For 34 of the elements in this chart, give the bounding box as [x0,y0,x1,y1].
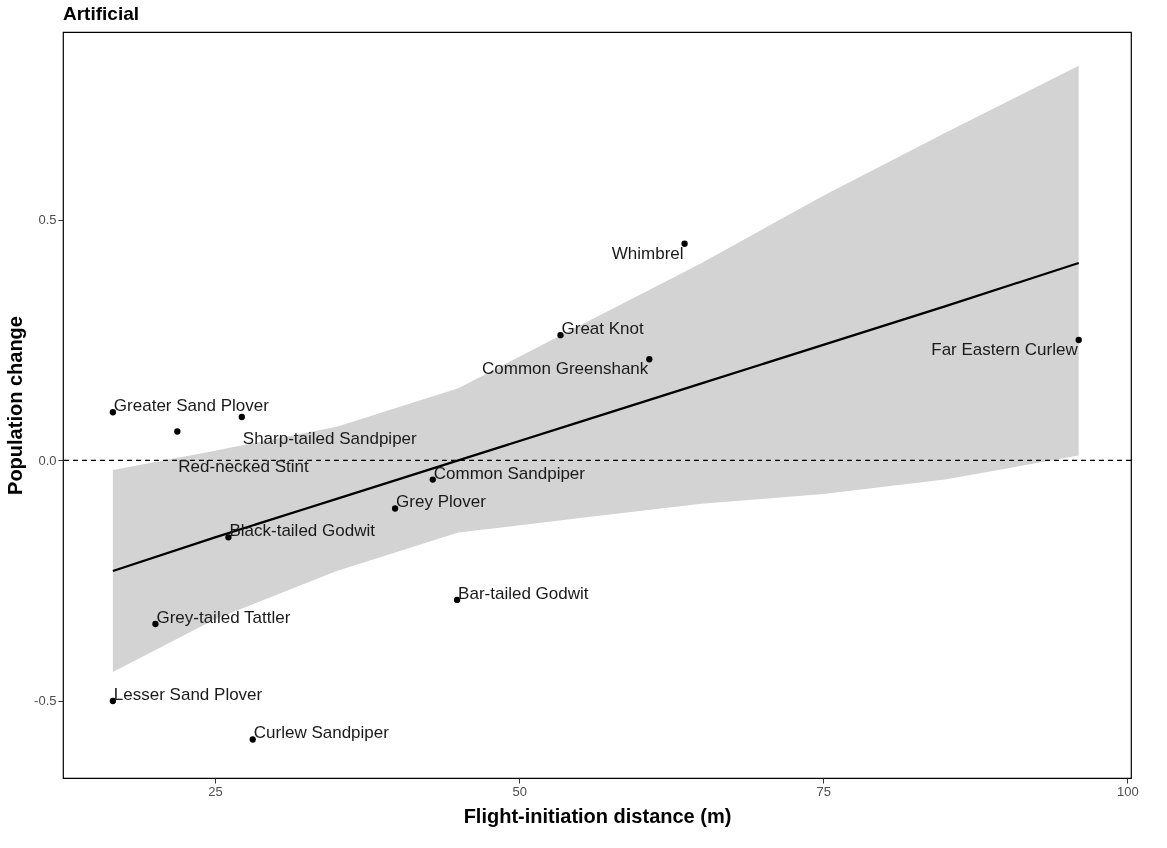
annotation: Bar-tailed Godwit [458,583,589,603]
point [557,332,564,339]
annotation: Grey-tailed Tattler [156,607,291,627]
y-tick-label: -0.5 [34,693,57,709]
point [1075,336,1082,344]
point [681,240,688,247]
y-tick-label: 0.0 [38,452,57,468]
annotation: Greater Sand Plover [113,396,270,416]
annotation: Whimbrel [611,243,684,263]
point [238,413,245,421]
annotation: Far Eastern Curlew [931,340,1079,360]
annotation: Grey Plover [396,492,487,512]
x-tick-label: 75 [816,783,831,799]
point [249,736,256,743]
x-tick-label: 100 [1117,783,1139,799]
point [646,356,653,363]
annotation: Red-necked Stint [178,457,310,477]
x-tick-label: 50 [512,783,527,799]
annotation: Sharp-tailed Sandpiper [242,429,418,449]
y-axis-title: Population change [4,316,27,495]
annotation: Black-tailed Godwit [229,521,376,541]
point [174,428,181,435]
x-axis-title: Flight-initiation distance (m) [463,804,732,827]
chart-title: Artificial [63,3,140,24]
annotation: Great Knot [561,319,644,339]
point [453,596,461,604]
y-tick-label: 0.5 [38,212,57,228]
annotation: Curlew Sandpiper [253,723,390,743]
annotation: Common Greenshank [481,359,649,379]
annotation: Lesser Sand Plover [113,684,263,704]
annotation: Common Sandpiper [433,463,586,483]
point [109,697,117,705]
point [225,534,232,541]
x-tick-label: 25 [208,783,223,799]
